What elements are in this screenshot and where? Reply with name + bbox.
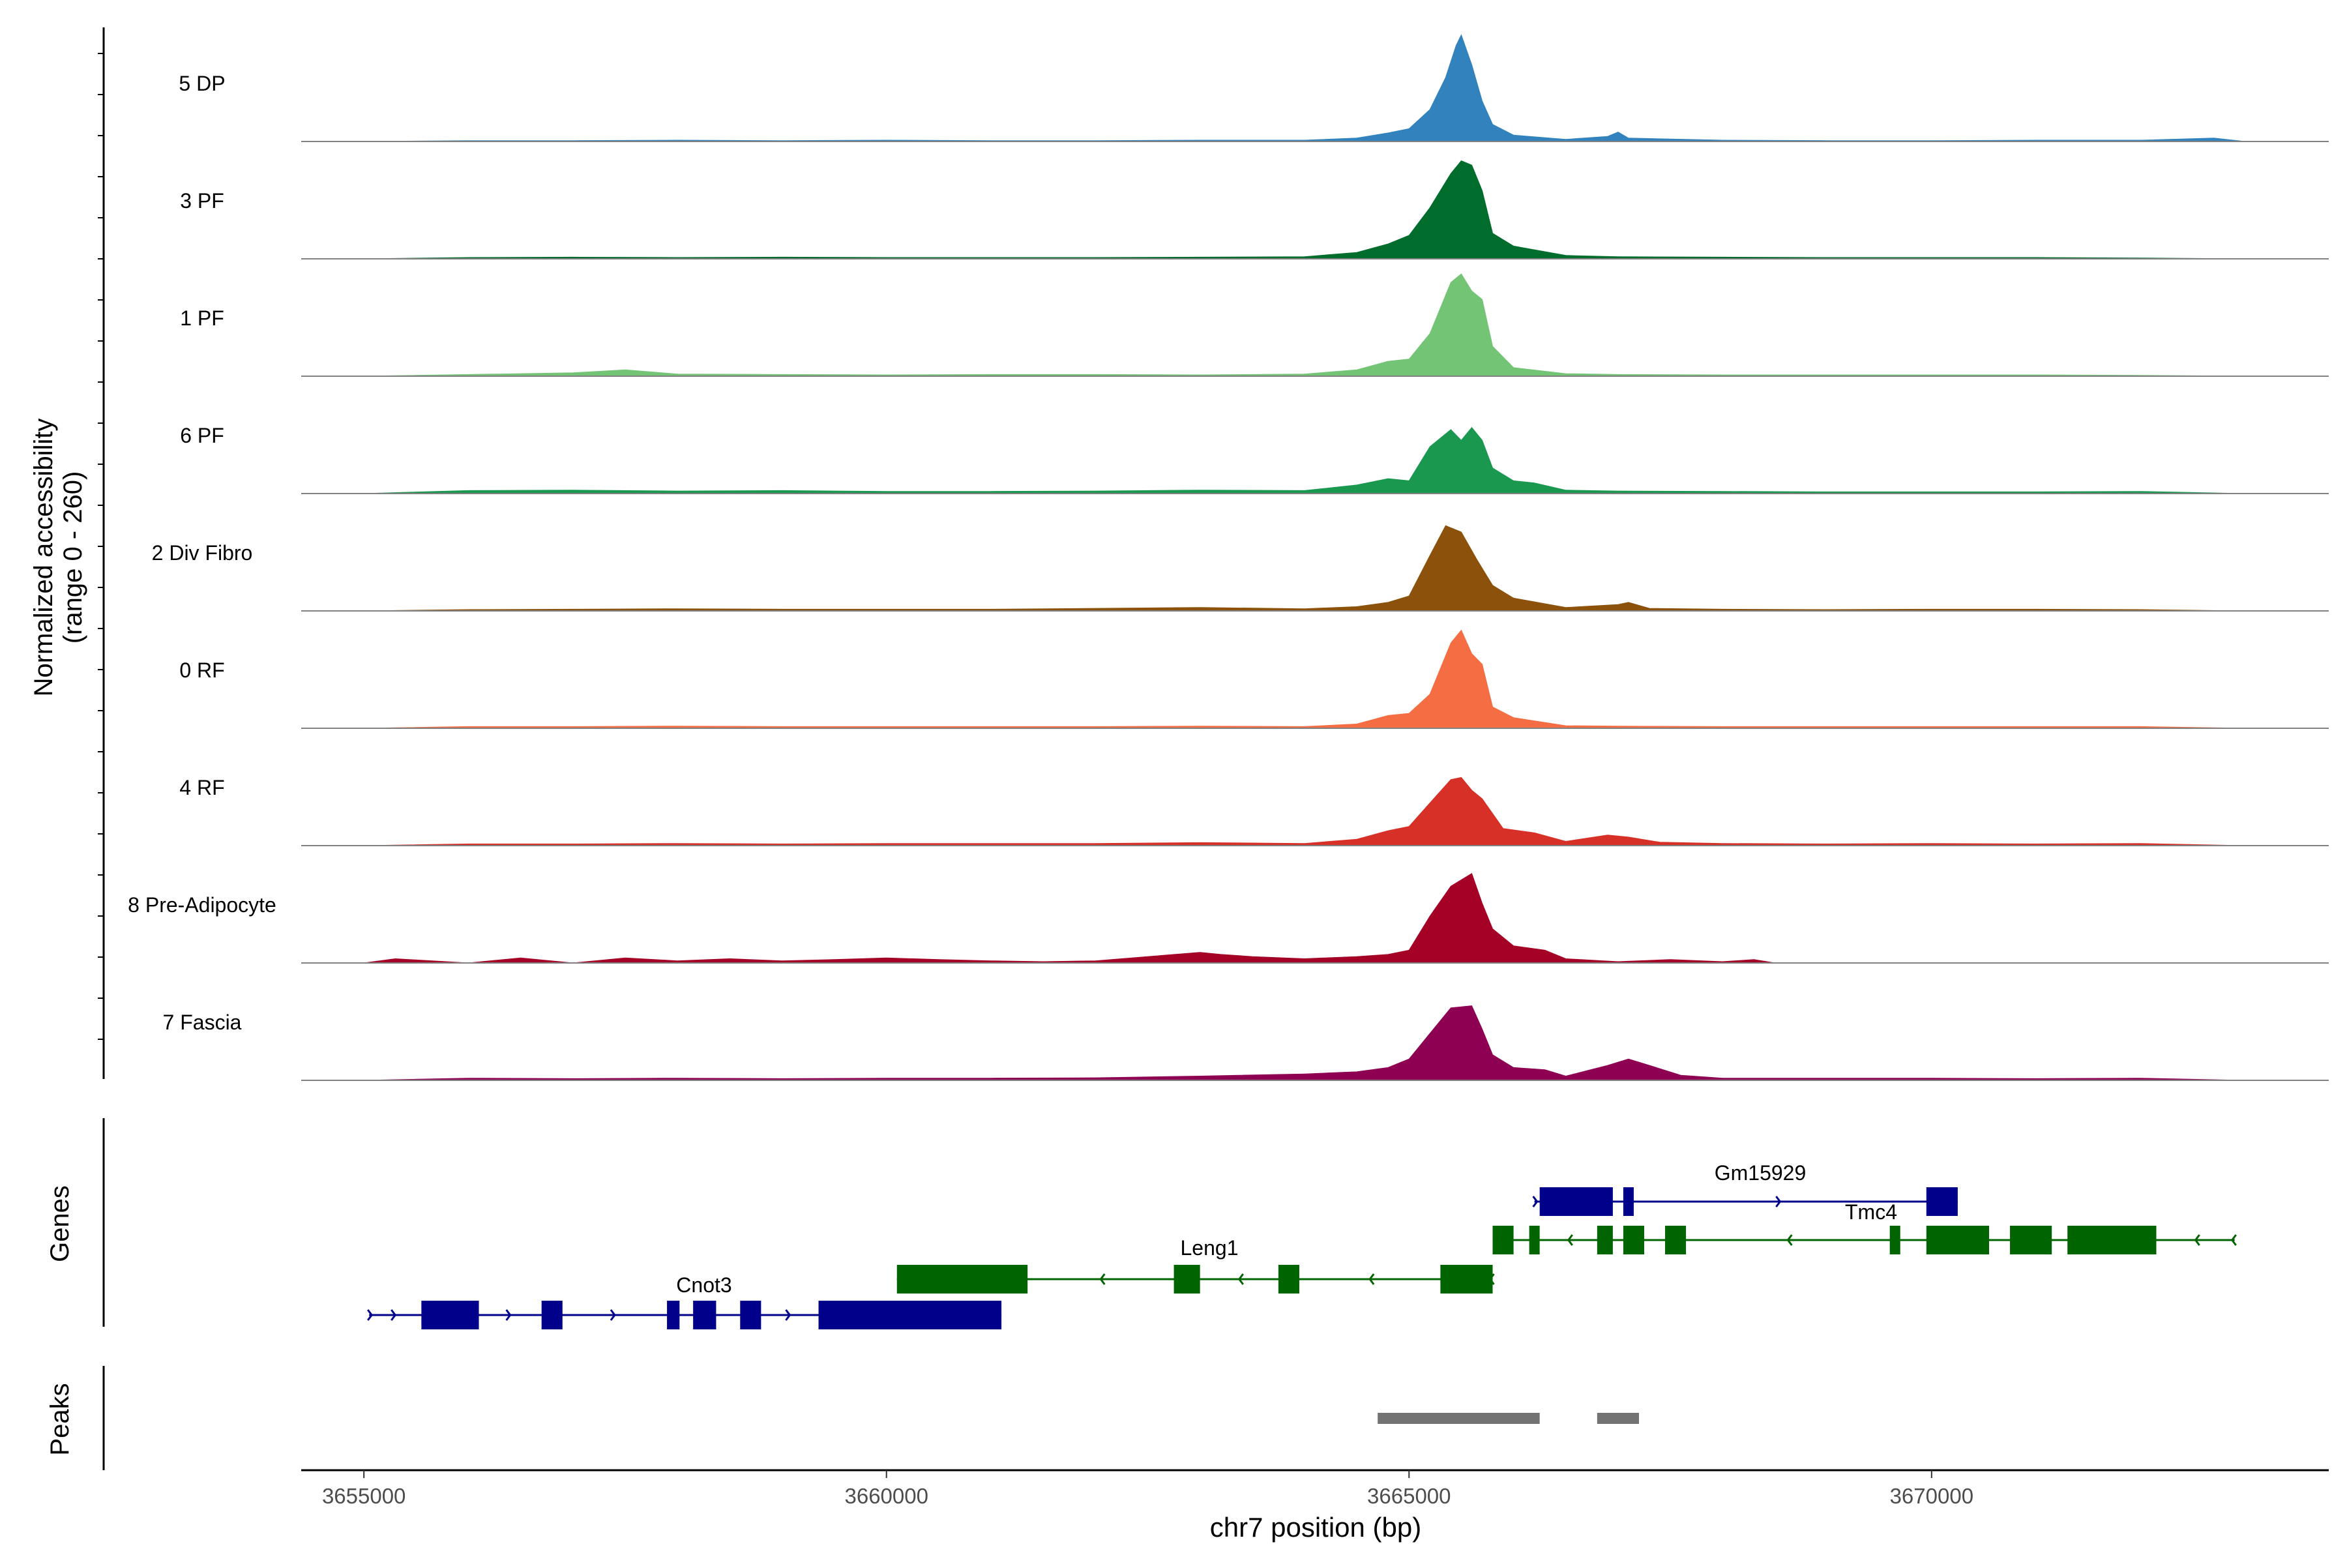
strand-arrow: [367, 1309, 374, 1321]
strand-arrow: [1099, 1273, 1106, 1285]
strand-arrow: [785, 1309, 791, 1321]
peak-regions: [1378, 1413, 1639, 1424]
strand-arrow: [1786, 1234, 1793, 1246]
exon-cnot3: [740, 1301, 761, 1329]
exon-cnot3: [667, 1301, 680, 1329]
coverage-area-6-pf: [364, 426, 2245, 494]
coverage-area-0-rf: [364, 629, 2245, 729]
coverage-tracks: 5 DP 3 PF 1 PF 6 PF 2 Div Fibro 0 RF 4 RF 8 Pre…: [128, 34, 2329, 1081]
strand-arrow: [1237, 1273, 1244, 1285]
coverage-area-4-rf: [364, 777, 2245, 846]
exon-leng1: [1440, 1265, 1493, 1294]
track-label-7-fascia: 7 Fascia: [163, 1011, 242, 1034]
strand-arrow: [2230, 1234, 2237, 1246]
track-1-pf: 1 PF: [180, 273, 2329, 377]
exon-cnot3: [693, 1301, 716, 1329]
strand-arrow: [391, 1309, 397, 1321]
exon-tmc4: [1529, 1226, 1540, 1254]
x-tick-label: 3660000: [844, 1484, 928, 1508]
track-label-6-pf: 6 PF: [180, 424, 224, 447]
exon-cnot3: [421, 1301, 479, 1329]
track-label-1-pf: 1 PF: [180, 306, 224, 330]
x-tick-label: 3665000: [1367, 1484, 1451, 1508]
gene-label-gm15929: Gm15929: [1715, 1161, 1807, 1185]
exon-gm15929: [1926, 1187, 1958, 1216]
track-label-2-div-fibro: 2 Div Fibro: [152, 541, 253, 565]
y-axis: [98, 27, 105, 1079]
strand-arrow: [505, 1309, 512, 1321]
x-axis: 3655000 3660000 3665000 3670000: [301, 1469, 2329, 1508]
track-8-pre-adipocyte: 8 Pre-Adipocyte: [128, 872, 2329, 964]
gene-annotations: Cnot3 Leng1 Gm15929 Tmc4: [367, 1161, 2237, 1329]
strand-arrow: [2194, 1234, 2200, 1246]
strand-arrow: [1775, 1196, 1782, 1207]
coverage-area-3-pf: [364, 160, 2245, 259]
exon-tmc4: [1492, 1226, 1514, 1254]
exon-tmc4: [1926, 1226, 1989, 1254]
gene-label-cnot3: Cnot3: [676, 1273, 731, 1297]
track-label-8-pre-adipocyte: 8 Pre-Adipocyte: [128, 893, 276, 917]
exon-tmc4: [1623, 1226, 1644, 1254]
exon-tmc4: [2067, 1226, 2157, 1254]
exon-cnot3: [818, 1301, 1002, 1329]
gene-tmc4: Tmc4: [1492, 1200, 2237, 1254]
strand-arrow: [1532, 1196, 1539, 1207]
peak-region: [1597, 1413, 1639, 1424]
genes-panel-label: Genes: [46, 1185, 74, 1262]
gene-leng1: Leng1: [896, 1236, 1495, 1294]
strand-arrow: [610, 1309, 616, 1321]
coverage-area-1-pf: [364, 273, 2245, 377]
x-tick-label: 3655000: [322, 1484, 406, 1508]
coverage-area-8-pre-adipocyte: [364, 872, 1775, 964]
coverage-area-5-dp: [364, 34, 2245, 142]
gene-cnot3: Cnot3: [367, 1273, 1002, 1329]
exon-gm15929: [1623, 1187, 1634, 1216]
track-4-rf: 4 RF: [179, 776, 2329, 846]
exon-tmc4: [1665, 1226, 1687, 1254]
track-3-pf: 3 PF: [180, 160, 2329, 259]
exon-tmc4: [1889, 1226, 1900, 1254]
track-0-rf: 0 RF: [179, 629, 2329, 729]
x-axis-title: chr7 position (bp): [1210, 1512, 1422, 1543]
track-label-4-rf: 4 RF: [179, 776, 224, 799]
exon-leng1: [1278, 1265, 1299, 1294]
gene-label-tmc4: Tmc4: [1845, 1200, 1897, 1224]
track-2-div-fibro: 2 Div Fibro: [152, 525, 2329, 612]
exon-tmc4: [1597, 1226, 1613, 1254]
x-tick-label: 3670000: [1890, 1484, 1973, 1508]
y-axis-title: Normalized accessibility: [29, 419, 58, 697]
y-axis-range-label: (range 0 - 260): [59, 471, 87, 644]
strand-arrow: [1368, 1273, 1375, 1285]
exon-gm15929: [1539, 1187, 1613, 1216]
exon-tmc4: [2010, 1226, 2052, 1254]
exon-leng1: [896, 1265, 1028, 1294]
track-label-0-rf: 0 RF: [179, 658, 224, 682]
coverage-area-7-fascia: [364, 1005, 2245, 1081]
track-label-5-dp: 5 DP: [179, 72, 225, 95]
track-7-fascia: 7 Fascia: [163, 1005, 2329, 1081]
gene-label-leng1: Leng1: [1181, 1236, 1239, 1260]
peaks-panel-label: Peaks: [46, 1383, 74, 1455]
track-label-3-pf: 3 PF: [180, 189, 224, 213]
track-6-pf: 6 PF: [180, 424, 2329, 494]
track-5-dp: 5 DP: [179, 34, 2329, 142]
coverage-area-2-div-fibro: [364, 525, 2245, 612]
gene-gm15929: Gm15929: [1532, 1161, 1958, 1216]
peak-region: [1378, 1413, 1540, 1424]
exon-leng1: [1174, 1265, 1200, 1294]
strand-arrow: [1567, 1234, 1573, 1246]
exon-cnot3: [541, 1301, 563, 1329]
